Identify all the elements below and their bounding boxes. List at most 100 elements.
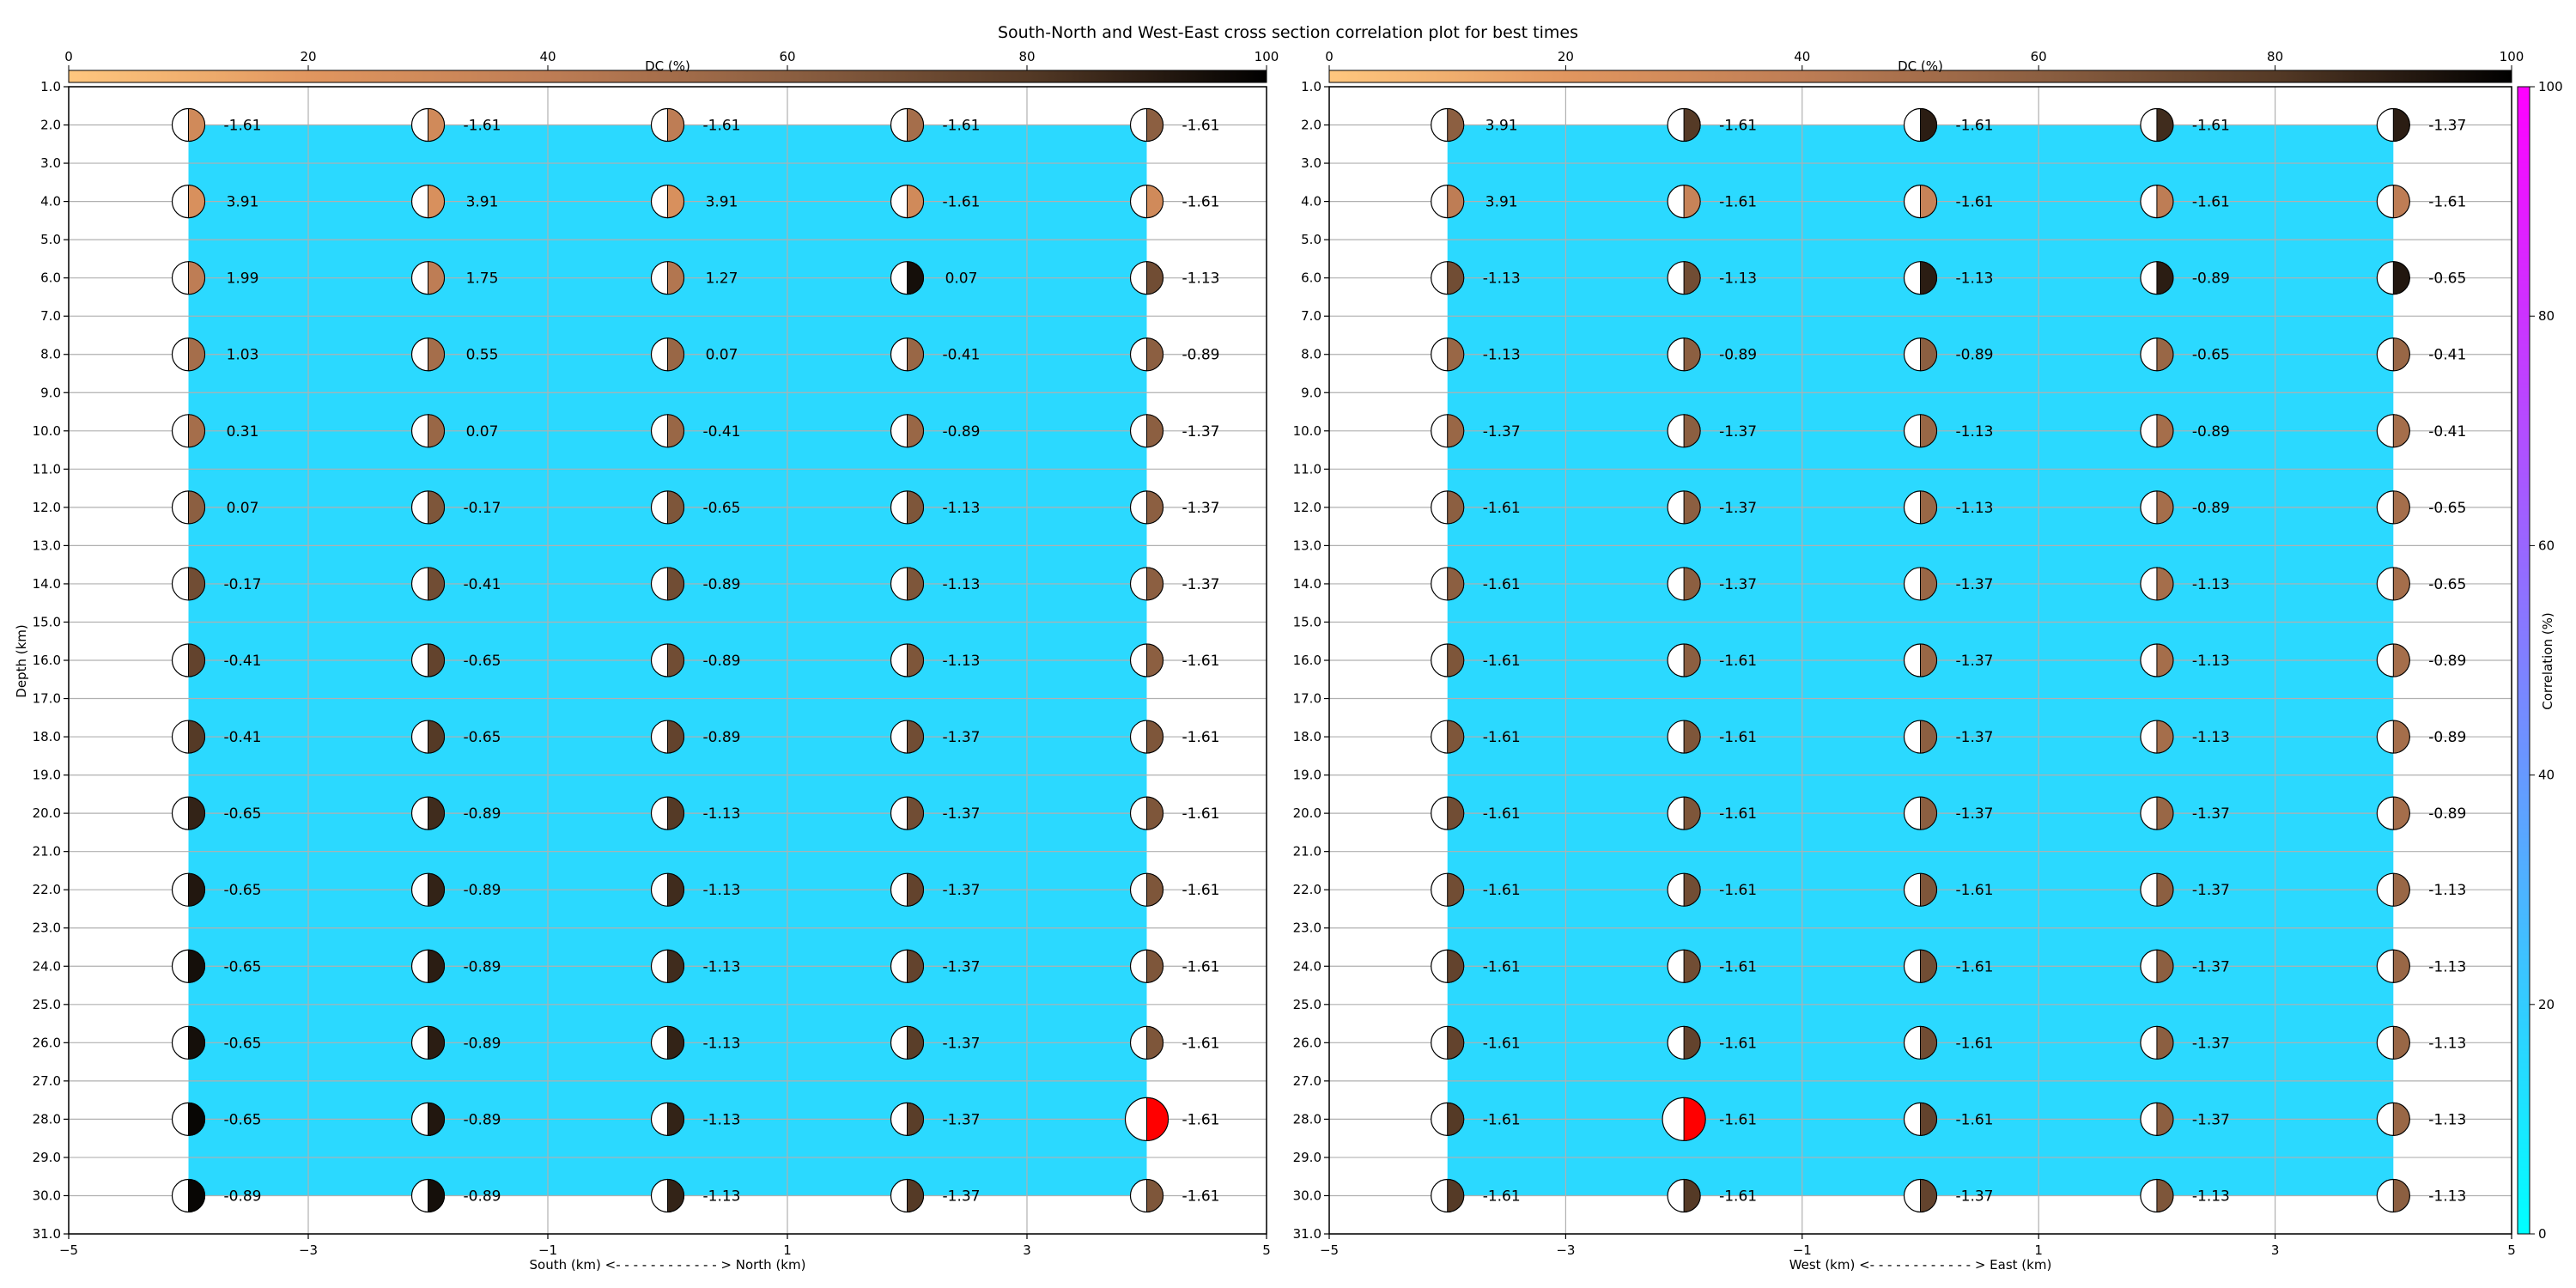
- panel2-beachball: [1431, 1178, 1465, 1213]
- panel2-value-label: -1.61: [1956, 1111, 1994, 1128]
- panel1-beachball: [890, 1025, 925, 1060]
- panel2-value-label: 3.91: [1485, 118, 1518, 135]
- panel1-y-tick-label: 26.0: [33, 1035, 61, 1050]
- panel1-beachball-compression: [188, 261, 205, 295]
- panel2-beachball: [1903, 567, 1938, 601]
- panel2-value-label: -1.61: [1483, 1188, 1521, 1205]
- panel1-y-tick-label: 16.0: [33, 653, 61, 668]
- panel2-beachball-compression: [2392, 1102, 2410, 1136]
- panel2-beachball: [2140, 567, 2174, 601]
- panel2-beachball: [2376, 1178, 2410, 1213]
- panel1-dc-colorbar-tick-label: 80: [1018, 49, 1035, 64]
- panel1-y-tick-label: 15.0: [33, 614, 61, 629]
- panel2-beachball-compression: [1683, 185, 1701, 219]
- panel2-x-tick-label: 3: [2271, 1242, 2280, 1258]
- panel1-beachball-compression: [428, 185, 445, 219]
- panel2-y-tick-label: 26.0: [1293, 1035, 1321, 1050]
- panel1-beachball-compression: [667, 1178, 684, 1212]
- panel1-value-label: -0.65: [224, 805, 262, 823]
- panel2-value-label: -1.13: [2192, 576, 2230, 593]
- panel2-value-label: -1.37: [1956, 729, 1994, 746]
- panel2-y-tick-label: 30.0: [1293, 1188, 1321, 1203]
- panel1-value-label: -1.37: [943, 805, 981, 823]
- panel1-y-tick-label: 14.0: [33, 576, 61, 592]
- panel1-y-tick-label: 7.0: [40, 308, 61, 324]
- panel1-beachball: [650, 1102, 685, 1137]
- panel1-x-tick-label: 5: [1262, 1242, 1271, 1258]
- panel2-value-label: -1.13: [2192, 653, 2230, 670]
- panel1-beachball-compression: [1146, 1025, 1163, 1060]
- panel1-beachball-compression: [1146, 261, 1163, 295]
- panel1-value-label: -1.61: [1182, 958, 1220, 975]
- panel2-beachball: [1431, 872, 1465, 907]
- panel1-beachball-compression: [907, 414, 924, 448]
- panel1-beachball-compression: [1146, 414, 1163, 448]
- panel2-beachball: [1903, 643, 1938, 677]
- panel1-y-tick-label: 19.0: [33, 768, 61, 783]
- panel2-beachball: [2140, 720, 2174, 754]
- panel2-dc-colorbar-tick-label: 0: [1325, 49, 1334, 64]
- panel2-value-label: -1.13: [2428, 958, 2466, 975]
- panel1-beachball-compression: [428, 949, 445, 983]
- panel1-value-label: -1.61: [703, 118, 741, 135]
- panel2-beachball: [1667, 1025, 1701, 1060]
- panel1-beachball-compression: [667, 720, 684, 754]
- panel1-value-label: -0.89: [464, 1035, 501, 1052]
- panel1-beachball-compression: [188, 720, 205, 754]
- panel1-beachball: [410, 796, 446, 830]
- panel2-value-label: -0.89: [2192, 423, 2230, 440]
- panel1-beachball: [171, 1025, 206, 1060]
- panel1-beachball-compression: [1146, 185, 1163, 219]
- panel2-beachball-compression: [1447, 185, 1465, 219]
- panel2-y-tick-label: 18.0: [1293, 729, 1321, 744]
- panel2-y-tick-label: 9.0: [1301, 385, 1321, 400]
- panel2-y-tick-label: 15.0: [1293, 614, 1321, 629]
- panel2-value-label: -1.37: [1956, 653, 1994, 670]
- panel1-beachball-compression: [1146, 720, 1163, 754]
- panel1-beachball: [1129, 567, 1164, 601]
- panel2-value-label: -1.37: [1719, 423, 1757, 440]
- panel2-value-label: -1.37: [1956, 805, 1994, 823]
- panel1-dc-colorbar-tick-label: 100: [1255, 49, 1279, 64]
- panel2-value-label: -1.61: [1483, 576, 1521, 593]
- panel1-beachball: [650, 337, 685, 372]
- panel2-beachball: [1667, 185, 1701, 219]
- panel1-beachball-compression: [907, 185, 924, 219]
- panel1-beachball-compression: [428, 567, 445, 601]
- panel2-beachball-compression: [1447, 108, 1465, 143]
- panel1-beachball: [171, 872, 206, 907]
- panel2-beachball: [1431, 567, 1465, 601]
- panel1-beachball-compression: [428, 414, 445, 448]
- panel2-beachball: [2376, 567, 2410, 601]
- panel2-x-tick-label: 1: [2034, 1242, 2043, 1258]
- panel2-beachball-compression: [1447, 414, 1465, 448]
- panel1-beachball-compression: [188, 872, 205, 907]
- panel1-y-tick-label: 17.0: [33, 691, 61, 707]
- panel1-beachball-compression: [667, 567, 684, 601]
- panel1-value-label: 1.03: [227, 347, 259, 364]
- panel1-beachball: [890, 261, 925, 295]
- panel2-value-label: -1.61: [1483, 653, 1521, 670]
- panel1-beachball: [171, 337, 206, 372]
- panel2-beachball: [1667, 490, 1701, 525]
- panel1-beachball: [410, 107, 446, 143]
- panel1-value-label: -1.37: [943, 1035, 981, 1052]
- panel2-value-label: -1.61: [1719, 118, 1757, 135]
- panel2-value-label: -0.89: [2428, 653, 2466, 670]
- panel2-beachball: [2140, 261, 2174, 295]
- panel1-beachball: [171, 414, 206, 448]
- panel2-y-tick-label: 3.0: [1301, 155, 1321, 171]
- correlation-colorbar-tick-label: 40: [2538, 768, 2555, 783]
- panel1-beachball: [890, 949, 925, 983]
- panel2-beachball: [1431, 107, 1465, 143]
- panel1-value-label: -1.61: [943, 118, 981, 135]
- panel2-beachball-compression: [1683, 490, 1701, 525]
- panel2-value-label: -0.89: [2192, 270, 2230, 288]
- panel2-beachball-compression: [2392, 108, 2410, 143]
- panel1-y-tick-label: 6.0: [40, 270, 61, 286]
- panel2-beachball: [2376, 414, 2410, 448]
- panel1-value-label: -0.65: [703, 500, 741, 517]
- panel1-beachball: [650, 796, 685, 830]
- panel2-beachball-compression: [1920, 567, 1937, 601]
- panel1-beachball: [890, 720, 925, 754]
